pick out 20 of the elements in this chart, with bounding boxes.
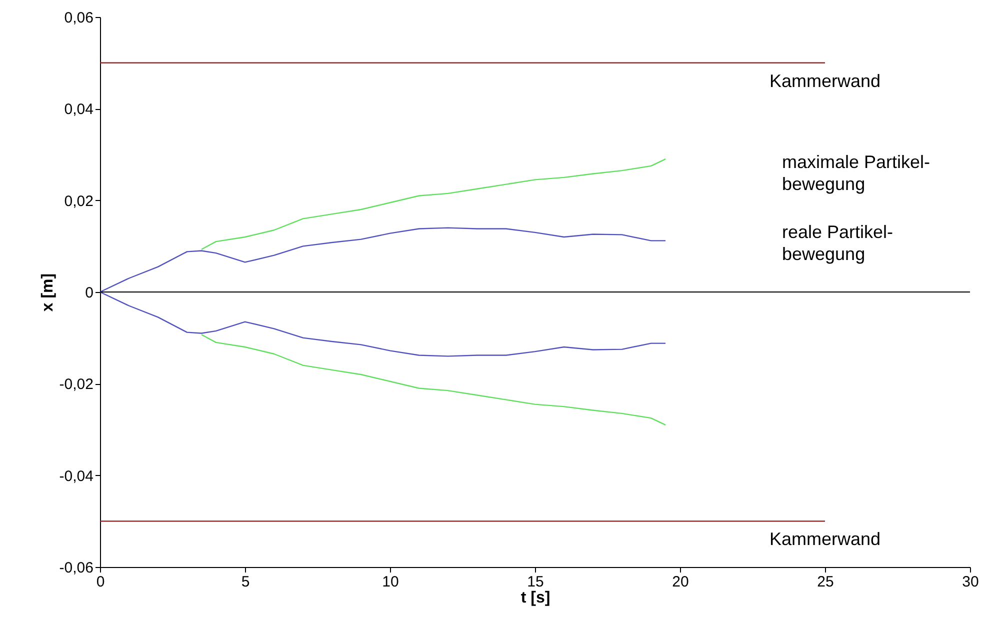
- x-tick-label: 5: [241, 574, 250, 590]
- x-tick-label: 10: [382, 574, 399, 590]
- y-tick-label: 0,02: [64, 192, 94, 210]
- annotation: maximale Partikel- bewegung: [782, 152, 930, 194]
- y-axis-title: x [m]: [39, 273, 56, 312]
- x-tick-label: 30: [962, 574, 979, 590]
- y-tick-label: 0,04: [64, 101, 94, 118]
- y-tick-label: 0,06: [64, 10, 94, 26]
- y-tick-label: -0,06: [59, 560, 94, 576]
- x-axis-title: t [s]: [520, 590, 550, 606]
- x-tick-label: 25: [817, 574, 834, 590]
- annotation: reale Partikel- bewegung: [782, 222, 894, 264]
- x-tick-label: 20: [672, 574, 689, 590]
- series-label: Kammerwand: [769, 529, 881, 550]
- y-tick-label: 0: [85, 284, 94, 302]
- x-tick-label: 0: [96, 574, 105, 590]
- y-tick-label: -0,02: [59, 376, 94, 394]
- y-tick-label: -0,04: [59, 468, 94, 485]
- series-label: Kammerwand: [769, 70, 881, 91]
- x-tick-label: 15: [527, 574, 544, 590]
